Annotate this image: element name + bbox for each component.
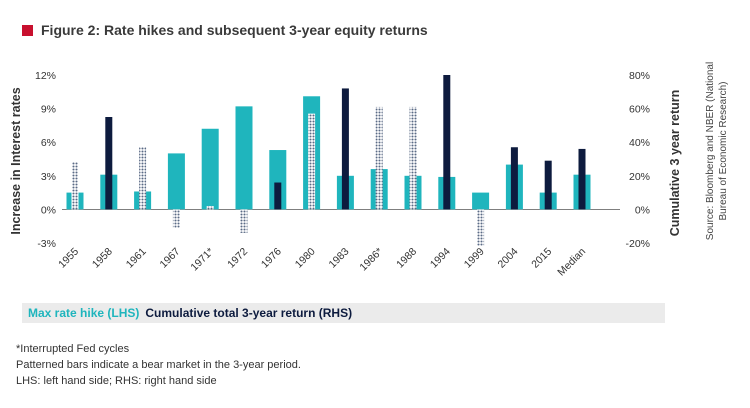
lhs-bar	[472, 192, 490, 210]
right-tick-label: 60%	[629, 104, 650, 116]
left-tick-label: 3%	[41, 171, 56, 183]
chart-title: Figure 2: Rate hikes and subsequent 3-ye…	[41, 22, 428, 38]
left-tick-label: -3%	[37, 238, 56, 250]
rhs-bar	[274, 182, 282, 210]
x-tick-label: 1986*	[357, 246, 385, 274]
bar-chart: -3% 0% 3% 6% 9% 12% -20% 0% 20% 40% 60% 80% 1955 19…	[9, 62, 729, 279]
right-tick-label: -20%	[625, 238, 650, 250]
footnotes: *Interrupted Fed cycles Patterned bars i…	[16, 341, 301, 389]
rhs-bar	[510, 147, 518, 210]
lhs-bar	[269, 150, 287, 210]
rhs-bar	[71, 162, 79, 210]
title-marker-square	[22, 24, 33, 36]
legend-rhs-label: Cumulative total 3-year return (RHS)	[145, 306, 353, 320]
right-tick-label: 20%	[629, 171, 650, 183]
left-tick-label: 0%	[41, 204, 56, 216]
lhs-bar	[167, 153, 185, 210]
right-axis-title: Cumulative 3 year return	[668, 90, 682, 237]
x-tick-label: 2004	[496, 246, 521, 271]
rhs-bar	[375, 106, 383, 210]
lhs-bar	[201, 128, 219, 210]
x-tick-label: 1976	[259, 246, 284, 271]
x-axis-labels: 1955 1958 1961 1967 1971* 1972 1976 1980 1983 198…	[56, 246, 588, 279]
x-tick-label: 1983	[327, 246, 352, 271]
x-tick-label: 1972	[225, 246, 250, 271]
rhs-bar	[544, 160, 552, 210]
x-tick-label: 1980	[293, 246, 318, 271]
left-axis-ticks: -3% 0% 3% 6% 9% 12%	[35, 70, 56, 250]
x-tick-label: 1971*	[188, 246, 216, 274]
rhs-bar	[477, 209, 485, 247]
figure-title-block: Figure 2: Rate hikes and subsequent 3-ye…	[22, 22, 428, 38]
bars-group	[66, 75, 591, 247]
left-tick-label: 6%	[41, 137, 56, 149]
left-axis-title: Increase in Interest rates	[9, 87, 23, 234]
right-tick-label: 80%	[629, 70, 650, 82]
footnote-3: LHS: left hand side; RHS: right hand sid…	[16, 375, 217, 387]
rhs-bar	[139, 147, 147, 210]
x-tick-label: 1994	[428, 246, 453, 271]
x-tick-label: 2015	[529, 246, 554, 271]
rhs-bar	[172, 209, 180, 228]
right-tick-label: 0%	[635, 204, 650, 216]
left-tick-label: 9%	[41, 104, 56, 116]
footnote-1: *Interrupted Fed cycles	[16, 343, 130, 355]
legend-lhs-label: Max rate hike (LHS)	[28, 306, 140, 320]
rhs-bar	[308, 113, 316, 210]
x-tick-label: 1988	[394, 246, 419, 271]
x-tick-label: 1999	[462, 246, 487, 271]
source-line-1: Source: Bloomberg and NBER (National	[705, 62, 716, 240]
rhs-bar	[206, 206, 214, 210]
legend-bar: Max rate hike (LHS) Cumulative total 3-y…	[22, 303, 665, 323]
x-tick-label: 1961	[124, 246, 149, 271]
x-tick-label: 1967	[158, 246, 183, 271]
x-tick-label: 1955	[56, 246, 81, 271]
left-tick-label: 12%	[35, 70, 56, 82]
source-line-2: Bureau of Economic Research)	[718, 82, 729, 221]
rhs-bar	[443, 75, 451, 210]
rhs-bar	[578, 148, 586, 210]
rhs-bar	[105, 117, 113, 210]
footnote-2: Patterned bars indicate a bear market in…	[16, 359, 301, 371]
rhs-bar	[240, 209, 248, 233]
right-axis-ticks: -20% 0% 20% 40% 60% 80%	[625, 70, 650, 250]
lhs-bar	[235, 106, 253, 210]
x-tick-label: Median	[555, 246, 588, 279]
rhs-bar	[409, 106, 417, 210]
x-tick-label: 1958	[90, 246, 115, 271]
right-tick-label: 40%	[629, 137, 650, 149]
rhs-bar	[341, 88, 349, 210]
